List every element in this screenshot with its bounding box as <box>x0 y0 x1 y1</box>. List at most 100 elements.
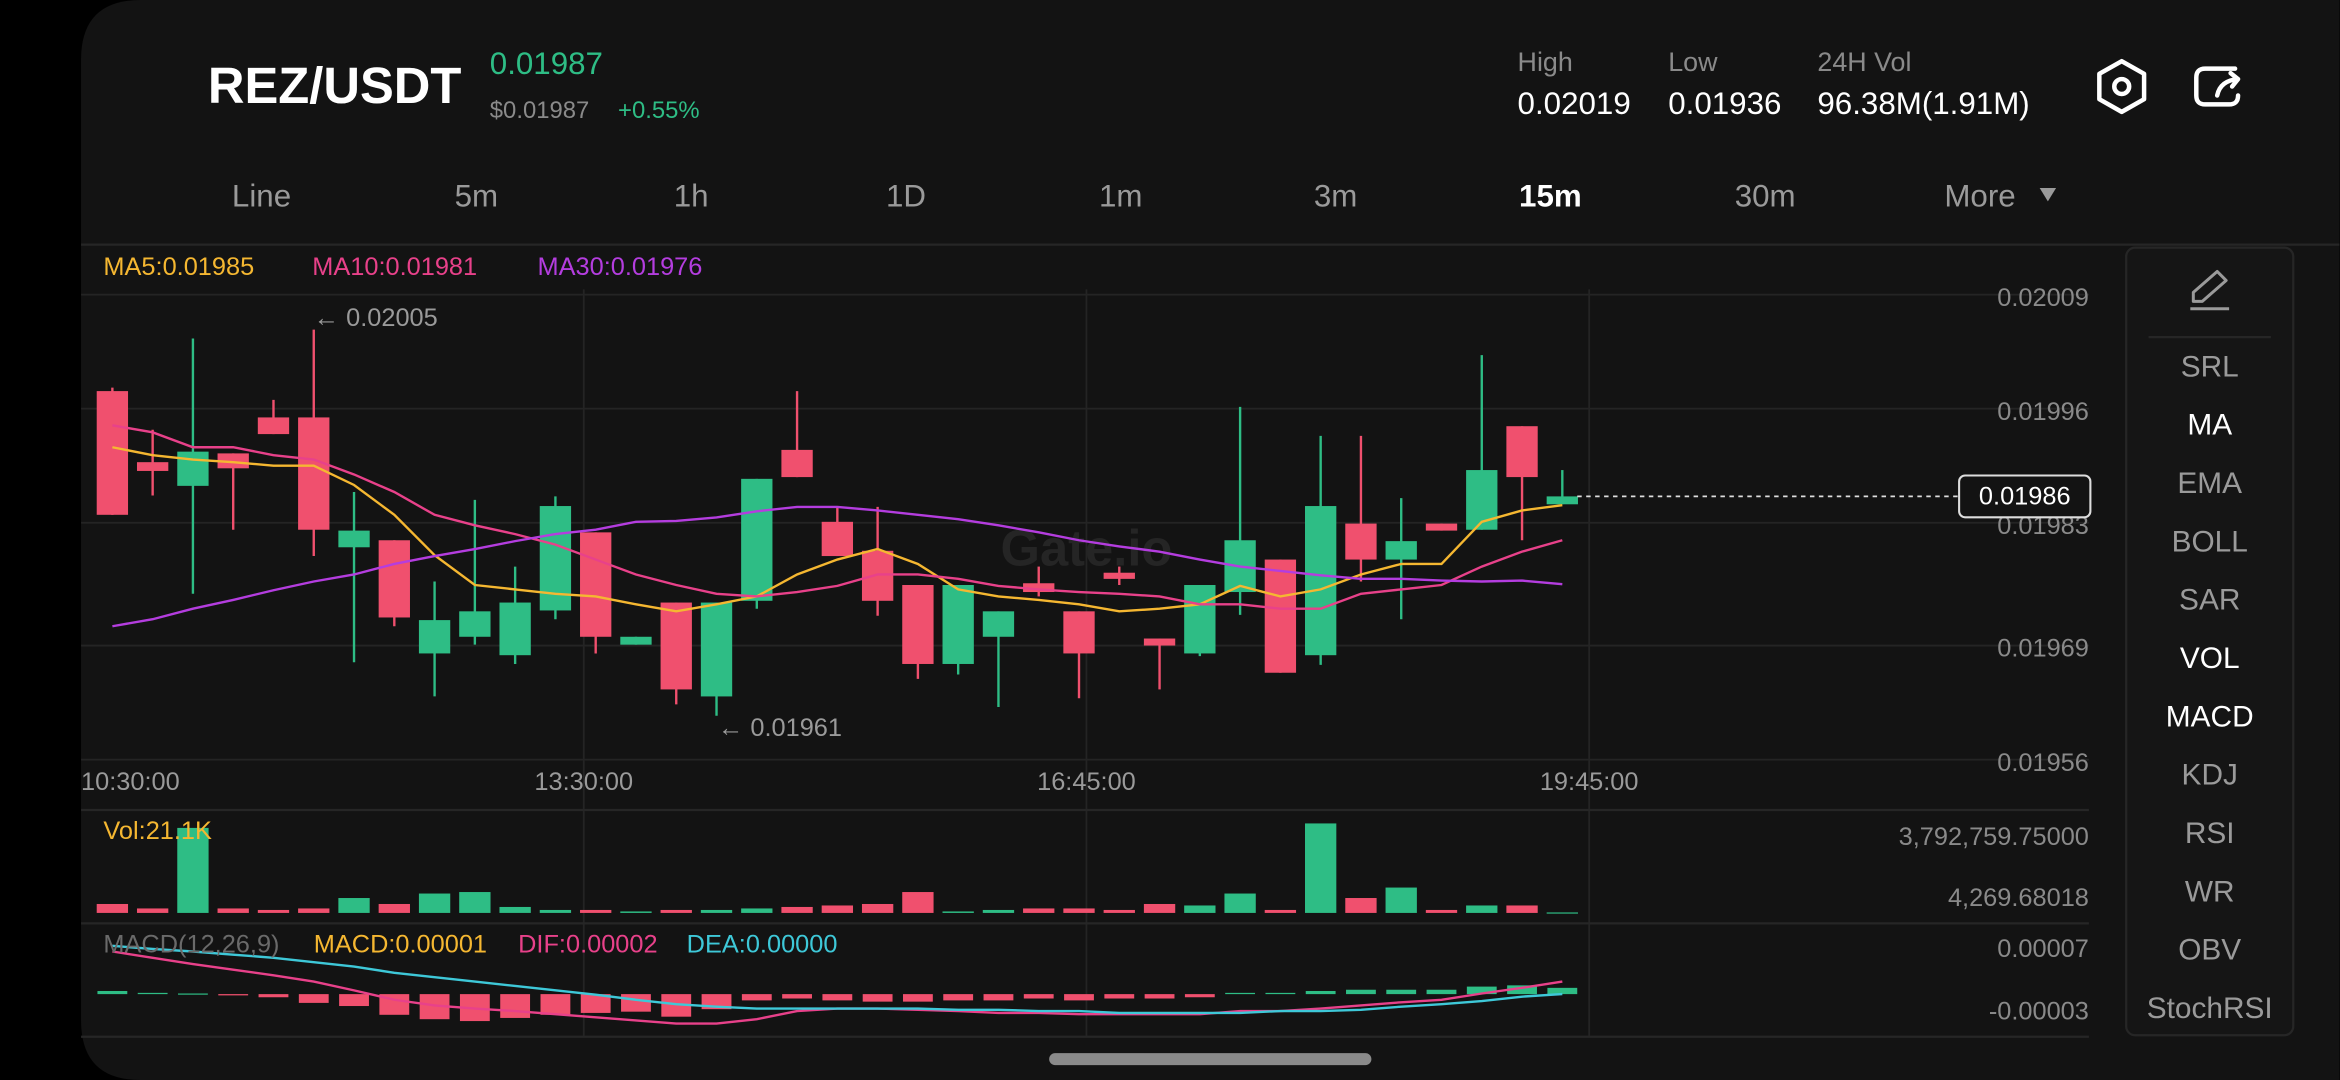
volume-bar <box>942 911 974 913</box>
candle-body <box>217 453 249 469</box>
volume-bar <box>217 908 249 913</box>
candle-body <box>96 391 129 515</box>
macd-bar <box>97 990 128 995</box>
more-dropdown-arrow[interactable] <box>2039 187 2057 202</box>
stat-label: High <box>1518 47 1573 77</box>
macd-bar <box>1346 989 1376 995</box>
macd-bar <box>943 994 974 1001</box>
high-annotation: ← 0.02005 <box>314 304 438 332</box>
last-price-box <box>1958 474 2092 519</box>
volume-bar <box>499 906 531 913</box>
pair-name: REZ/USDT <box>208 57 462 114</box>
candle-body <box>459 611 491 637</box>
x-tick-label: 13:30:00 <box>534 768 633 796</box>
macd-bar <box>540 994 571 1015</box>
x-tick-label: 10:30:00 <box>81 768 180 796</box>
candle-body <box>700 602 733 697</box>
y-tick-label: -0.00003 <box>1989 998 2089 1026</box>
indicator-option[interactable]: StochRSI <box>2147 992 2273 1025</box>
legend-label: DEA:0.00000 <box>687 930 838 958</box>
indicator-option[interactable]: VOL <box>2180 642 2240 675</box>
indicator-option[interactable]: EMA <box>2177 467 2242 500</box>
macd-bar <box>902 994 933 1002</box>
volume-bar <box>298 908 330 913</box>
indicator-option[interactable]: KDJ <box>2182 759 2238 792</box>
volume-bar <box>660 909 692 913</box>
volume-bar <box>177 827 209 913</box>
y-tick-label: 0.01956 <box>1997 749 2089 777</box>
macd-bar <box>822 994 853 1001</box>
macd-bar <box>1023 994 1054 999</box>
candle-body <box>580 532 612 637</box>
timeframe-tab[interactable]: 1m <box>1099 179 1143 214</box>
volume-bar <box>257 909 290 913</box>
y-tick-label: 0.00007 <box>1997 935 2089 963</box>
macd-bar <box>1144 994 1175 999</box>
candle-body <box>136 462 169 471</box>
candle-body <box>1264 559 1297 673</box>
macd-bar <box>1466 986 1497 995</box>
y-tick-label: 0.01996 <box>1997 398 2089 426</box>
candle-body <box>620 636 652 645</box>
indicator-option[interactable]: MA <box>2187 409 2232 442</box>
macd-bar <box>1426 989 1457 995</box>
candle-body <box>1184 585 1216 654</box>
macd-bar <box>580 994 611 1013</box>
y-tick-label: 4,269.68018 <box>1948 884 2089 912</box>
indicator-option[interactable]: OBV <box>2178 934 2241 967</box>
last-price: 0.01987 <box>490 46 603 81</box>
indicator-option[interactable]: SRL <box>2181 350 2239 383</box>
price-change: +0.55% <box>618 97 700 124</box>
settings-icon <box>2097 58 2147 115</box>
candle-body <box>499 602 531 656</box>
settings-button[interactable] <box>2097 58 2147 115</box>
timeframe-tab[interactable]: 30m <box>1735 179 1796 214</box>
low-annotation: ← 0.01961 <box>718 714 842 742</box>
indicator-option[interactable]: BOLL <box>2172 525 2248 558</box>
volume-bar <box>1143 903 1176 913</box>
indicator-option[interactable]: MACD <box>2166 700 2254 733</box>
candle-body <box>1023 583 1055 593</box>
macd-bar <box>1386 989 1417 995</box>
macd-bar <box>379 994 410 1015</box>
timeframe-tab[interactable]: More <box>1944 179 2015 214</box>
share-button[interactable] <box>2194 66 2241 107</box>
home-indicator <box>1049 1053 1372 1066</box>
timeframe-tab[interactable]: 1D <box>886 179 926 214</box>
ma-line <box>112 424 1563 610</box>
candle-body <box>982 611 1015 637</box>
stat-value: 0.01936 <box>1668 86 1781 121</box>
share-arrow <box>2214 70 2241 98</box>
macd-bar <box>1547 987 1578 995</box>
indicator-option[interactable]: RSI <box>2185 817 2235 850</box>
macd-bar <box>137 992 168 995</box>
macd-title: MACD(12,26,9) <box>103 930 279 958</box>
volume-bar <box>136 908 169 913</box>
macd-bar <box>500 994 531 1018</box>
timeframe-tab[interactable]: 3m <box>1314 179 1358 214</box>
macd-bar <box>661 994 692 1017</box>
timeframe-tab[interactable]: 15m <box>1519 179 1582 214</box>
macd-value: MACD:0.00001 <box>314 930 487 958</box>
timeframe-tab[interactable]: 5m <box>455 179 499 214</box>
usd-price: $0.01987 <box>490 97 590 124</box>
indicator-option[interactable]: SAR <box>2179 584 2240 617</box>
timeframe-tab[interactable]: Line <box>232 179 291 214</box>
macd-bar <box>782 994 812 999</box>
ma-line <box>112 505 1563 628</box>
volume-bar <box>580 909 612 913</box>
candle-body <box>418 620 451 654</box>
candle-body <box>861 550 894 601</box>
y-tick-label: 0.02009 <box>1997 284 2089 312</box>
volume-bar <box>1224 893 1256 913</box>
macd-bar <box>298 994 329 1003</box>
indicator-option[interactable]: WR <box>2185 875 2235 908</box>
timeframe-tab[interactable]: 1h <box>674 179 709 214</box>
draw-tool-button[interactable] <box>2190 270 2230 311</box>
candle-body <box>902 585 934 664</box>
legend-label: MA30:0.01976 <box>538 253 703 281</box>
macd-bar <box>1507 985 1537 995</box>
watermark: Gate.io <box>1001 519 1173 576</box>
macd-bar <box>1104 994 1135 999</box>
